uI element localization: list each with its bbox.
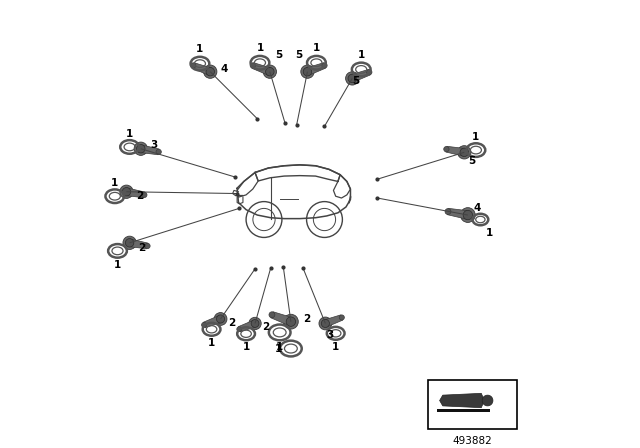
Polygon shape [238,320,256,332]
Circle shape [145,243,150,249]
Polygon shape [271,312,292,326]
Circle shape [237,327,242,332]
Text: 1: 1 [111,178,118,188]
Text: 1: 1 [276,342,284,352]
Text: 5: 5 [295,50,302,60]
Polygon shape [140,145,159,155]
Text: 2: 2 [228,319,236,328]
Circle shape [339,315,344,320]
Circle shape [322,63,327,68]
Circle shape [286,317,296,326]
Circle shape [301,65,314,78]
Polygon shape [306,63,326,75]
Text: 2: 2 [138,243,146,253]
Polygon shape [351,69,371,82]
Polygon shape [437,409,490,412]
Polygon shape [129,239,148,249]
Circle shape [134,142,147,155]
Text: 2: 2 [303,314,310,324]
Polygon shape [447,208,468,219]
Text: 5: 5 [275,50,282,60]
Text: 1: 1 [208,338,215,348]
Text: 5: 5 [352,76,360,86]
Circle shape [204,65,217,78]
Circle shape [284,314,298,329]
Text: 1: 1 [332,342,339,352]
Text: 1: 1 [196,44,204,54]
Circle shape [136,145,145,153]
Circle shape [120,185,133,198]
Circle shape [482,395,493,406]
Circle shape [319,317,332,330]
Text: 4: 4 [473,203,481,213]
Circle shape [249,317,261,330]
Text: 1: 1 [472,132,479,142]
Polygon shape [440,393,484,408]
Text: 2: 2 [262,322,270,332]
Circle shape [460,148,468,156]
Text: 3: 3 [150,140,158,150]
Text: 3: 3 [326,330,333,340]
Text: 1: 1 [313,43,320,53]
Polygon shape [192,63,212,75]
Circle shape [458,146,471,159]
Text: 1: 1 [243,342,250,352]
Text: 1: 1 [486,228,493,238]
Circle shape [202,323,207,327]
Circle shape [206,68,214,76]
Circle shape [348,74,356,82]
Circle shape [346,72,359,85]
Circle shape [445,209,451,215]
Polygon shape [324,315,343,327]
Circle shape [321,319,330,327]
Circle shape [251,319,259,327]
Circle shape [191,63,196,68]
Text: 1: 1 [257,43,264,53]
Text: 1: 1 [114,260,121,270]
Circle shape [460,207,476,223]
Circle shape [214,313,227,325]
Circle shape [303,68,312,76]
Text: 5: 5 [468,156,475,166]
Polygon shape [203,315,222,327]
Circle shape [463,210,472,220]
Text: 1: 1 [126,129,133,138]
Circle shape [122,188,131,196]
Circle shape [269,312,275,318]
Text: 4: 4 [221,65,228,74]
Circle shape [123,236,136,250]
Circle shape [125,239,134,247]
Circle shape [141,192,147,198]
FancyBboxPatch shape [428,380,517,429]
Circle shape [266,68,274,76]
Circle shape [263,65,276,78]
Text: 2: 2 [136,191,143,201]
Polygon shape [126,188,145,198]
Circle shape [367,69,372,75]
Text: 493882: 493882 [452,436,492,446]
Circle shape [444,146,449,152]
Polygon shape [446,146,465,156]
Circle shape [250,63,255,68]
Text: 1: 1 [358,50,365,60]
Circle shape [216,315,225,323]
Polygon shape [252,63,271,75]
Circle shape [156,149,161,155]
Text: 1: 1 [275,344,282,353]
